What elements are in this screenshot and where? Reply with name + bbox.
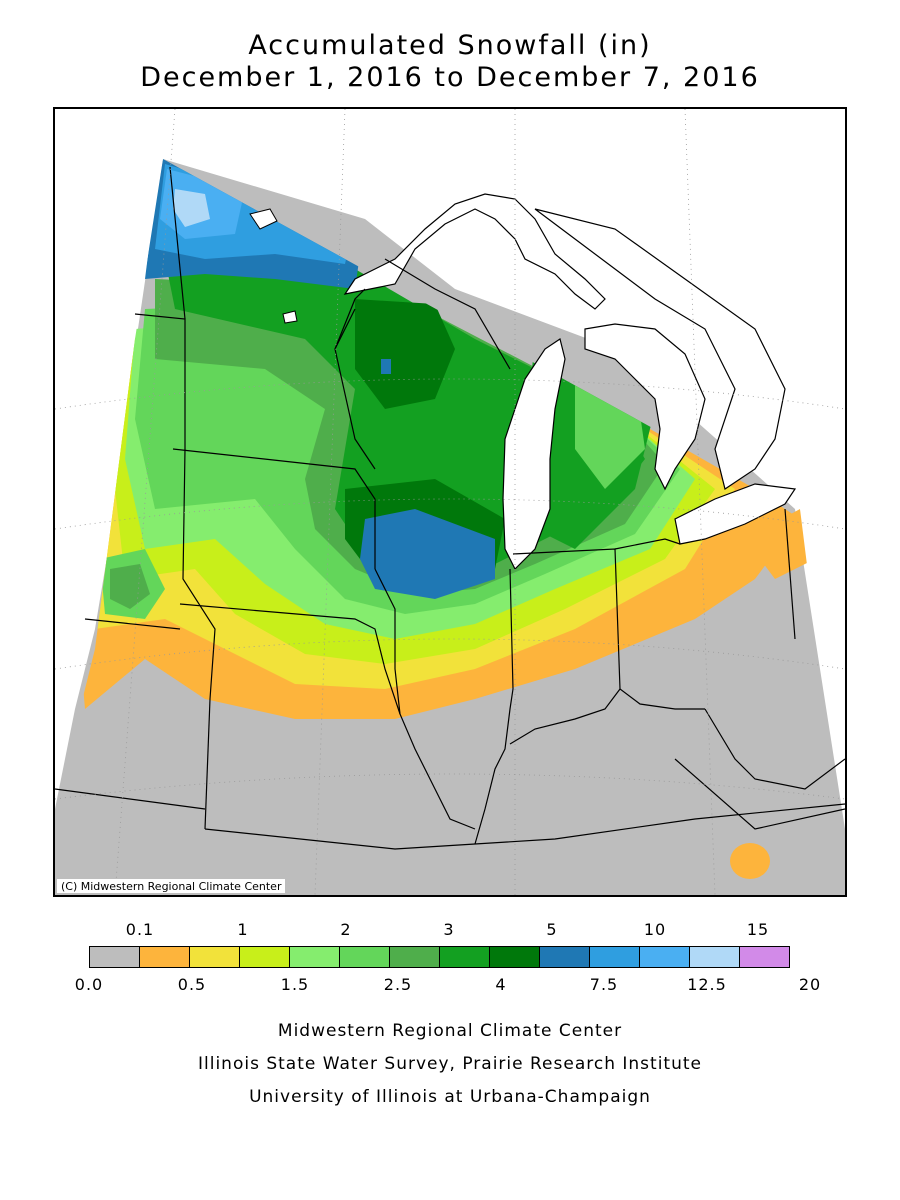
graticule-line <box>55 773 845 800</box>
border-trace <box>614 538 681 550</box>
zone-2-5-west <box>110 564 150 609</box>
border-trace <box>169 166 186 320</box>
legend-swatch <box>489 946 540 968</box>
legend-top-label: 1 <box>237 920 249 939</box>
snowfall-map-svg <box>55 109 845 895</box>
map-date-range: December 1, 2016 to December 7, 2016 <box>140 62 760 93</box>
snowfall-map: (C) Midwestern Regional Climate Center <box>53 107 847 897</box>
footer-survey: Illinois State Water Survey, Prairie Res… <box>198 1054 702 1074</box>
zone-4 <box>355 299 455 409</box>
border-trace <box>509 688 621 745</box>
zone-0-1-southeast <box>730 843 770 879</box>
zone-5 <box>360 509 495 599</box>
border-trace <box>704 708 845 790</box>
lake-of-the-woods <box>249 208 278 230</box>
lake-superior <box>343 193 606 310</box>
red-lake <box>282 310 298 324</box>
border-trace <box>172 448 376 569</box>
legend-top-label: 2 <box>340 920 352 939</box>
legend-top-label: 5 <box>546 920 558 939</box>
legend-bottom-label: 12.5 <box>687 975 727 994</box>
legend-bottom-label: 7.5 <box>589 975 619 994</box>
graticule-line <box>55 498 845 530</box>
graticule <box>55 109 845 895</box>
legend-swatch <box>739 946 790 968</box>
map-title: Accumulated Snowfall (in) <box>248 30 652 61</box>
border-trace <box>84 618 181 630</box>
canada-land <box>534 208 786 490</box>
legend-bottom-label: 20 <box>798 975 822 994</box>
border-trace <box>784 508 796 640</box>
border-trace <box>384 258 511 370</box>
border-trace <box>204 803 845 850</box>
legend-bottom-label: 0.5 <box>177 975 207 994</box>
legend-swatch <box>139 946 190 968</box>
legend-swatch <box>589 946 640 968</box>
state-borders <box>55 166 845 850</box>
border-trace <box>374 568 476 830</box>
legend-top-label: 0.1 <box>125 920 155 939</box>
border-trace <box>182 448 216 700</box>
border-trace <box>474 568 514 845</box>
legend-bottom-label: 2.5 <box>383 975 413 994</box>
graticule-line <box>55 638 845 670</box>
legend-bottom-label: 0.0 <box>74 975 104 994</box>
legend-swatch <box>389 946 440 968</box>
border-trace <box>512 548 705 710</box>
legend-swatch <box>539 946 590 968</box>
legend-swatch <box>639 946 690 968</box>
legend-swatch <box>439 946 490 968</box>
graticule-line <box>55 378 845 410</box>
footer-university: University of Illinois at Urbana-Champai… <box>249 1087 651 1107</box>
legend-swatch <box>289 946 340 968</box>
lake-erie <box>674 483 797 545</box>
zone-0-1-east <box>745 509 815 579</box>
legend-swatch <box>689 946 740 968</box>
lake-michigan <box>502 338 566 571</box>
legend-swatch <box>339 946 390 968</box>
legend-top-label: 10 <box>643 920 667 939</box>
zone-5 <box>381 359 391 374</box>
border-trace <box>55 788 206 810</box>
legend-bottom-label: 4 <box>495 975 507 994</box>
border-trace <box>334 288 366 350</box>
legend-color-bar <box>89 946 790 968</box>
legend-swatch <box>189 946 240 968</box>
legend-swatch <box>239 946 290 968</box>
border-trace <box>204 698 211 830</box>
border-trace <box>674 758 845 830</box>
footer-org: Midwestern Regional Climate Center <box>277 1021 623 1041</box>
graticule-line <box>684 109 716 895</box>
border-trace <box>179 603 401 715</box>
legend-top-label: 15 <box>746 920 770 939</box>
legend-swatch <box>89 946 140 968</box>
legend-bottom-label: 1.5 <box>280 975 310 994</box>
graticule-line <box>314 109 346 895</box>
map-copyright: (C) Midwestern Regional Climate Center <box>57 879 286 893</box>
legend-top-label: 3 <box>443 920 455 939</box>
color-legend: 0.1 1 2 3 5 10 15 0.0 0.5 1.5 2.5 4 7.5 … <box>0 920 900 1000</box>
zone-12-5-nw <box>173 189 210 227</box>
border-trace <box>334 308 376 470</box>
lake-huron <box>584 323 706 491</box>
